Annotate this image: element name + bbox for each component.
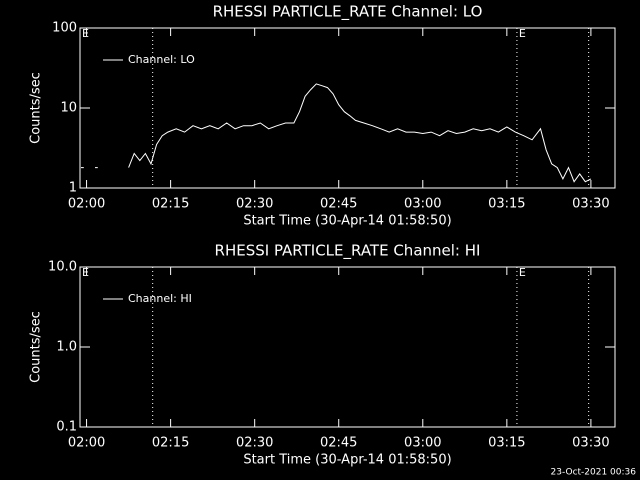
y-tick-label: 10.0 — [48, 260, 77, 275]
plot-frame — [79, 27, 616, 189]
legend-label: Channel: LO — [128, 53, 195, 66]
x-tick-label: 02:15 — [152, 436, 189, 451]
x-axis-title: Start Time (30-Apr-14 01:58:50) — [243, 453, 451, 468]
y-axis-title: Counts/sec — [29, 72, 44, 144]
x-tick-label: 02:30 — [236, 197, 273, 212]
y-axis-title: Counts/sec — [29, 311, 44, 383]
x-tick-label: 02:00 — [68, 436, 105, 451]
event-marker-label: E — [519, 266, 526, 279]
x-tick-label: 02:45 — [320, 436, 357, 451]
legend-label: Channel: HI — [128, 292, 192, 305]
x-tick-label: 03:00 — [404, 197, 441, 212]
x-tick-label: 03:30 — [572, 436, 609, 451]
chart-title: RHESSI PARTICLE_RATE Channel: LO — [213, 3, 483, 22]
event-marker-label: E — [82, 266, 89, 279]
y-tick-label: 1 — [69, 181, 77, 196]
event-marker-label: E — [82, 27, 89, 40]
x-tick-label: 02:00 — [68, 197, 105, 212]
y-tick-label: 100 — [52, 21, 77, 36]
plot-frame — [79, 266, 616, 428]
y-tick-label: 10 — [60, 101, 77, 116]
x-axis-title: Start Time (30-Apr-14 01:58:50) — [243, 214, 451, 229]
x-tick-label: 03:30 — [572, 197, 609, 212]
x-tick-label: 02:30 — [236, 436, 273, 451]
data-line — [81, 83, 592, 183]
y-tick-label: 0.1 — [56, 420, 77, 435]
y-tick-label: 1.0 — [56, 340, 77, 355]
x-tick-label: 03:15 — [488, 197, 525, 212]
x-tick-label: 02:15 — [152, 197, 189, 212]
event-marker-label: E — [519, 27, 526, 40]
x-tick-label: 03:15 — [488, 436, 525, 451]
x-tick-label: 03:00 — [404, 436, 441, 451]
x-tick-label: 02:45 — [320, 197, 357, 212]
footer-timestamp: 23-Oct-2021 00:36 — [551, 468, 637, 478]
chart-title: RHESSI PARTICLE_RATE Channel: HI — [215, 242, 481, 261]
